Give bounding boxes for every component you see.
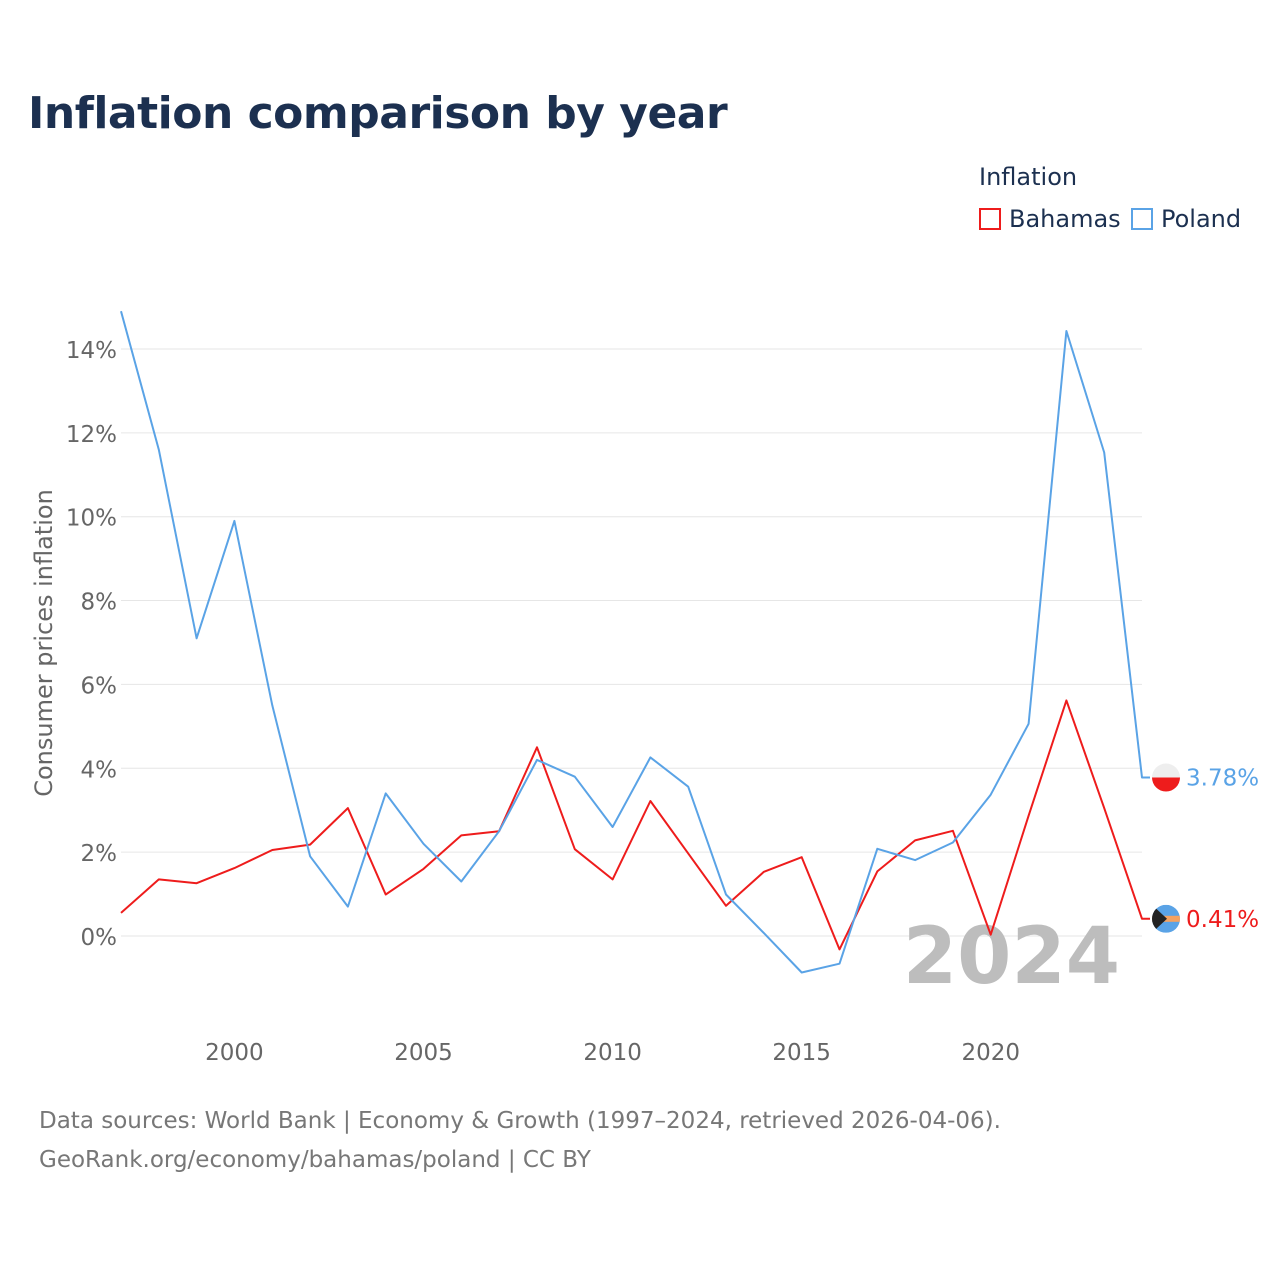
legend-title: Inflation xyxy=(979,163,1078,191)
x-tick-label: 2015 xyxy=(772,1040,831,1066)
data-point-bahamas[interactable] xyxy=(1024,811,1034,821)
data-point-bahamas[interactable] xyxy=(1137,914,1147,924)
inflation-chart: 0% 2% 4% 6% 8% 10% 12% 14% 2000 2005 2010 2015 2020… xyxy=(30,306,1259,1066)
x-tick-label: 2005 xyxy=(394,1040,453,1066)
data-point-poland[interactable] xyxy=(834,959,844,969)
data-point-poland[interactable] xyxy=(1024,719,1034,729)
data-point-poland[interactable] xyxy=(494,826,504,836)
x-tick-label: 2000 xyxy=(205,1040,264,1066)
chart-title: Inflation comparison by year xyxy=(28,88,728,139)
legend-item-poland[interactable]: Poland xyxy=(1131,205,1241,233)
data-point-poland[interactable] xyxy=(759,928,769,938)
y-tick-label: 6% xyxy=(81,673,118,699)
data-point-bahamas[interactable] xyxy=(154,874,164,884)
end-markers: 0.41% 3.78% xyxy=(1152,763,1259,933)
data-point-poland[interactable] xyxy=(570,772,580,782)
data-point-poland[interactable] xyxy=(683,782,693,792)
data-point-bahamas[interactable] xyxy=(683,848,693,858)
data-point-poland[interactable] xyxy=(645,752,655,762)
data-point-bahamas[interactable] xyxy=(192,878,202,888)
data-point-poland[interactable] xyxy=(116,306,126,316)
y-tick-label: 8% xyxy=(81,590,118,616)
data-point-poland[interactable] xyxy=(192,633,202,643)
data-point-poland[interactable] xyxy=(910,855,920,865)
data-point-poland[interactable] xyxy=(154,445,164,455)
data-point-bahamas[interactable] xyxy=(986,930,996,940)
data-point-bahamas[interactable] xyxy=(872,866,882,876)
series-line-bahamas[interactable] xyxy=(120,699,1150,951)
data-point-poland[interactable] xyxy=(872,844,882,854)
legend-swatch-bahamas xyxy=(979,208,1001,230)
grid-lines xyxy=(121,348,1142,937)
legend-label-bahamas: Bahamas xyxy=(1009,205,1121,233)
year-watermark: 2024 xyxy=(903,912,1120,1002)
end-label-bahamas: 0.41% xyxy=(1186,907,1259,933)
y-tick-label: 2% xyxy=(81,841,118,867)
data-point-bahamas[interactable] xyxy=(1099,803,1109,813)
data-point-bahamas[interactable] xyxy=(116,908,126,918)
y-tick-label: 0% xyxy=(81,925,118,951)
data-point-poland[interactable] xyxy=(381,788,391,798)
data-point-poland[interactable] xyxy=(456,876,466,886)
legend-swatch-poland xyxy=(1131,208,1153,230)
flag-marker-bahamas: 0.41% xyxy=(1152,904,1259,933)
legend-label-poland: Poland xyxy=(1161,205,1242,233)
x-tick-label: 2010 xyxy=(583,1040,642,1066)
y-tick-label: 4% xyxy=(81,757,118,783)
data-point-bahamas[interactable] xyxy=(343,803,353,813)
data-point-poland[interactable] xyxy=(419,839,429,849)
y-tick-label: 12% xyxy=(66,422,117,448)
data-point-bahamas[interactable] xyxy=(456,830,466,840)
y-axis-label: Consumer prices inflation xyxy=(30,489,58,797)
data-point-bahamas[interactable] xyxy=(419,864,429,874)
data-point-bahamas[interactable] xyxy=(948,826,958,836)
data-point-poland[interactable] xyxy=(1137,773,1147,783)
source-line-1: Data sources: World Bank | Economy & Gro… xyxy=(39,1108,1001,1134)
source-line-2[interactable]: GeoRank.org/economy/bahamas/poland | CC … xyxy=(39,1147,591,1173)
data-point-poland[interactable] xyxy=(797,967,807,977)
data-point-bahamas[interactable] xyxy=(532,742,542,752)
data-point-poland[interactable] xyxy=(1099,448,1109,458)
data-point-bahamas[interactable] xyxy=(381,889,391,899)
data-point-bahamas[interactable] xyxy=(797,852,807,862)
data-point-poland[interactable] xyxy=(532,755,542,765)
data-point-poland[interactable] xyxy=(343,902,353,912)
data-point-poland[interactable] xyxy=(267,700,277,710)
series-line-poland[interactable] xyxy=(120,310,1150,974)
y-tick-label: 10% xyxy=(66,506,117,532)
data-point-bahamas[interactable] xyxy=(645,796,655,806)
y-tick-label: 14% xyxy=(66,338,117,364)
data-point-bahamas[interactable] xyxy=(608,874,618,884)
data-point-bahamas[interactable] xyxy=(570,844,580,854)
x-tick-label: 2020 xyxy=(961,1040,1020,1066)
data-point-poland[interactable] xyxy=(608,822,618,832)
end-label-poland: 3.78% xyxy=(1186,766,1259,792)
data-point-bahamas[interactable] xyxy=(910,835,920,845)
data-point-bahamas[interactable] xyxy=(229,863,239,873)
data-point-poland[interactable] xyxy=(305,851,315,861)
data-point-poland[interactable] xyxy=(948,837,958,847)
series-lines xyxy=(116,306,1150,977)
data-point-poland[interactable] xyxy=(986,790,996,800)
data-point-bahamas[interactable] xyxy=(267,845,277,855)
data-point-bahamas[interactable] xyxy=(759,867,769,877)
data-point-poland[interactable] xyxy=(1061,326,1071,336)
legend-item-bahamas[interactable]: Bahamas xyxy=(979,205,1121,233)
data-point-bahamas[interactable] xyxy=(1061,695,1071,705)
data-point-poland[interactable] xyxy=(229,516,239,526)
y-axis-ticks: 0% 2% 4% 6% 8% 10% 12% 14% xyxy=(66,338,117,951)
flag-marker-poland: 3.78% xyxy=(1152,763,1259,792)
x-axis-ticks: 2000 2005 2010 2015 2020 xyxy=(205,1040,1020,1066)
data-point-poland[interactable] xyxy=(721,889,731,899)
data-point-bahamas[interactable] xyxy=(721,901,731,911)
